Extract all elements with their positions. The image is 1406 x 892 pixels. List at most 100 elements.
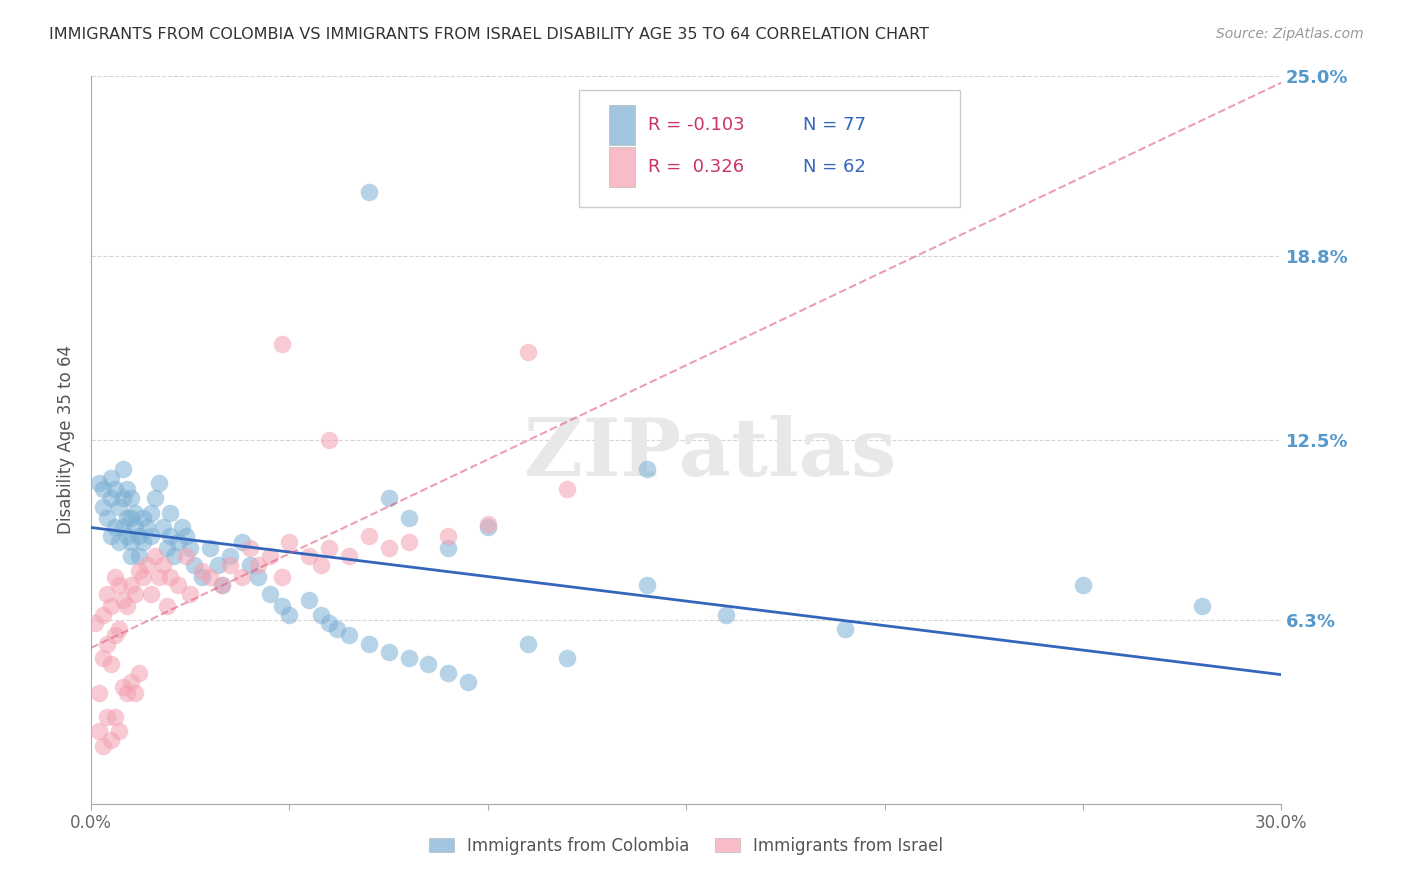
- Point: [115, 599, 138, 613]
- Point: [115, 511, 138, 525]
- Point: [270, 599, 292, 613]
- Point: [155, 541, 177, 555]
- Text: N = 77: N = 77: [803, 116, 866, 134]
- Point: [298, 549, 321, 564]
- Point: [111, 593, 134, 607]
- Point: [132, 534, 155, 549]
- Point: [437, 665, 460, 680]
- Point: [111, 462, 134, 476]
- Point: [270, 570, 292, 584]
- Point: [172, 520, 194, 534]
- Point: [115, 529, 138, 543]
- Point: [555, 483, 578, 497]
- Point: [159, 529, 181, 543]
- Point: [1191, 599, 1213, 613]
- Point: [120, 534, 142, 549]
- Point: [91, 651, 114, 665]
- Point: [104, 570, 127, 584]
- Point: [278, 607, 301, 622]
- Point: [87, 724, 110, 739]
- Point: [120, 491, 142, 505]
- Point: [318, 541, 340, 555]
- Point: [87, 686, 110, 700]
- Point: [111, 520, 134, 534]
- Point: [139, 506, 162, 520]
- Text: R =  0.326: R = 0.326: [648, 158, 744, 176]
- Point: [84, 616, 107, 631]
- Point: [132, 511, 155, 525]
- Point: [152, 520, 174, 534]
- Point: [246, 570, 269, 584]
- Point: [231, 570, 253, 584]
- Point: [337, 549, 360, 564]
- Point: [139, 587, 162, 601]
- Point: [120, 549, 142, 564]
- Point: [100, 657, 122, 672]
- Text: IMMIGRANTS FROM COLOMBIA VS IMMIGRANTS FROM ISRAEL DISABILITY AGE 35 TO 64 CORRE: IMMIGRANTS FROM COLOMBIA VS IMMIGRANTS F…: [49, 27, 929, 42]
- Point: [108, 578, 131, 592]
- Point: [298, 593, 321, 607]
- Point: [124, 686, 146, 700]
- Point: [398, 511, 420, 525]
- Point: [259, 549, 281, 564]
- Point: [167, 578, 190, 592]
- Point: [1071, 578, 1094, 592]
- Point: [309, 558, 332, 572]
- FancyBboxPatch shape: [609, 105, 636, 145]
- Point: [96, 511, 118, 525]
- Point: [318, 433, 340, 447]
- Point: [96, 709, 118, 723]
- Point: [176, 529, 198, 543]
- Point: [91, 500, 114, 514]
- Point: [714, 607, 737, 622]
- Point: [159, 506, 181, 520]
- Point: [398, 534, 420, 549]
- Point: [87, 476, 110, 491]
- Point: [183, 558, 205, 572]
- Point: [318, 616, 340, 631]
- Point: [636, 462, 658, 476]
- Point: [108, 724, 131, 739]
- Point: [211, 578, 233, 592]
- Point: [231, 534, 253, 549]
- Point: [163, 549, 186, 564]
- Point: [357, 637, 380, 651]
- Point: [246, 558, 269, 572]
- Text: Source: ZipAtlas.com: Source: ZipAtlas.com: [1216, 27, 1364, 41]
- Point: [357, 185, 380, 199]
- Point: [148, 570, 170, 584]
- Point: [834, 622, 856, 636]
- Point: [104, 520, 127, 534]
- Point: [211, 578, 233, 592]
- Point: [108, 534, 131, 549]
- Point: [239, 558, 262, 572]
- Point: [108, 622, 131, 636]
- Text: N = 62: N = 62: [803, 158, 866, 176]
- Point: [152, 558, 174, 572]
- Point: [111, 681, 134, 695]
- Point: [111, 491, 134, 505]
- Point: [100, 732, 122, 747]
- Point: [108, 500, 131, 514]
- Point: [357, 529, 380, 543]
- Point: [155, 599, 177, 613]
- Point: [143, 491, 166, 505]
- Point: [120, 578, 142, 592]
- Point: [104, 709, 127, 723]
- Point: [398, 651, 420, 665]
- Point: [128, 564, 150, 578]
- Point: [128, 665, 150, 680]
- Point: [179, 587, 201, 601]
- Point: [418, 657, 440, 672]
- Point: [115, 483, 138, 497]
- Point: [309, 607, 332, 622]
- Point: [148, 476, 170, 491]
- Y-axis label: Disability Age 35 to 64: Disability Age 35 to 64: [58, 345, 75, 534]
- Point: [139, 529, 162, 543]
- Point: [337, 628, 360, 642]
- FancyBboxPatch shape: [579, 90, 960, 207]
- Point: [135, 520, 157, 534]
- Point: [326, 622, 349, 636]
- Point: [198, 541, 221, 555]
- Point: [555, 651, 578, 665]
